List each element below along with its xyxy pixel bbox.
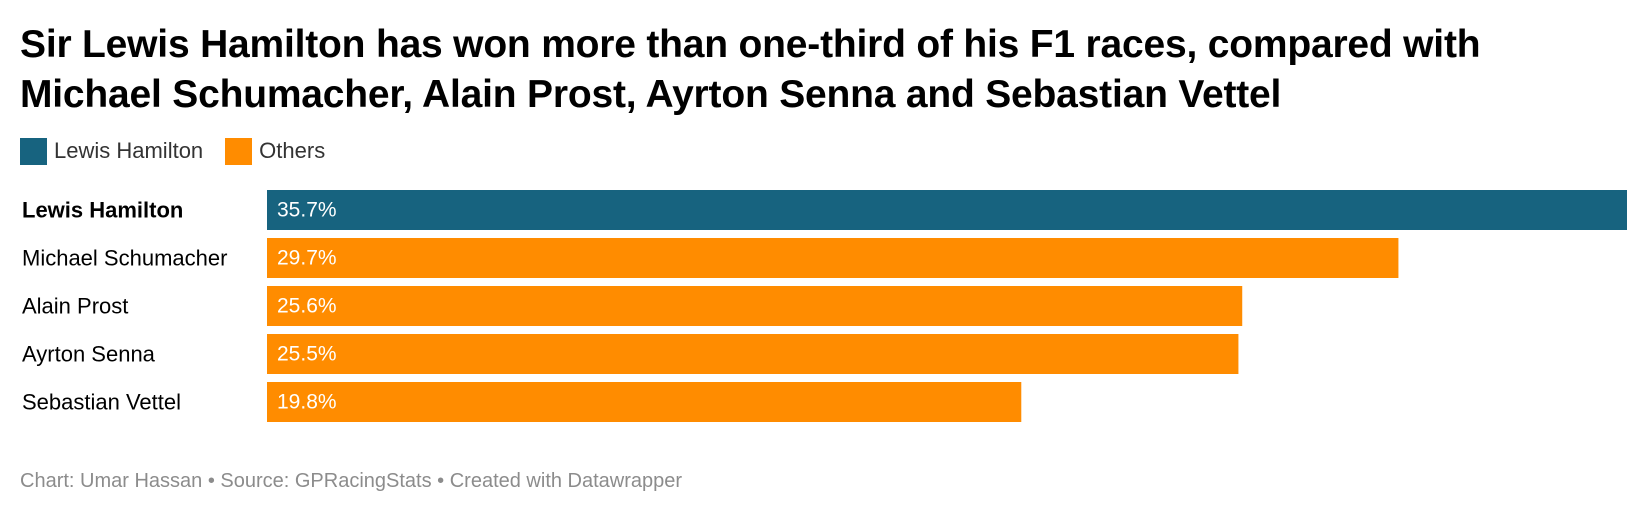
bar-sebastian-vettel	[267, 382, 1022, 422]
legend-swatch-lewis-hamilton	[20, 137, 47, 165]
legend-item-lewis-hamilton: Lewis Hamilton	[20, 137, 204, 165]
legend-item-others: Others	[225, 137, 326, 165]
value-label-sebastian-vettel: 19.8%	[277, 391, 337, 414]
category-label-lewis-hamilton: Lewis Hamilton	[22, 198, 183, 223]
bar-ayrton-senna	[267, 334, 1239, 374]
value-label-lewis-hamilton: 35.7%	[277, 199, 337, 222]
category-label-alain-prost: Alain Prost	[22, 294, 128, 319]
chart-title: Sir Lewis Hamilton has won more than one…	[20, 23, 1481, 116]
category-label-sebastian-vettel: Sebastian Vettel	[22, 390, 181, 415]
legend: Lewis Hamilton Others	[20, 137, 347, 165]
value-label-alain-prost: 25.6%	[277, 295, 337, 318]
chart-footer: Chart: Umar Hassan • Source: GPRacingSta…	[20, 470, 683, 492]
value-label-ayrton-senna: 25.5%	[277, 343, 337, 366]
bar-chart: Lewis Hamilton 35.7% Michael Schumacher 29.…	[22, 190, 1627, 422]
bar-lewis-hamilton	[267, 190, 1627, 230]
bar-alain-prost	[267, 286, 1243, 326]
legend-swatch-others	[225, 137, 253, 165]
value-label-michael-schumacher: 29.7%	[277, 247, 337, 270]
legend-label-lewis-hamilton: Lewis Hamilton	[54, 138, 204, 163]
category-label-michael-schumacher: Michael Schumacher	[22, 246, 227, 271]
legend-label-others: Others	[259, 138, 326, 163]
category-label-ayrton-senna: Ayrton Senna	[22, 342, 156, 367]
bar-michael-schumacher	[267, 238, 1399, 278]
